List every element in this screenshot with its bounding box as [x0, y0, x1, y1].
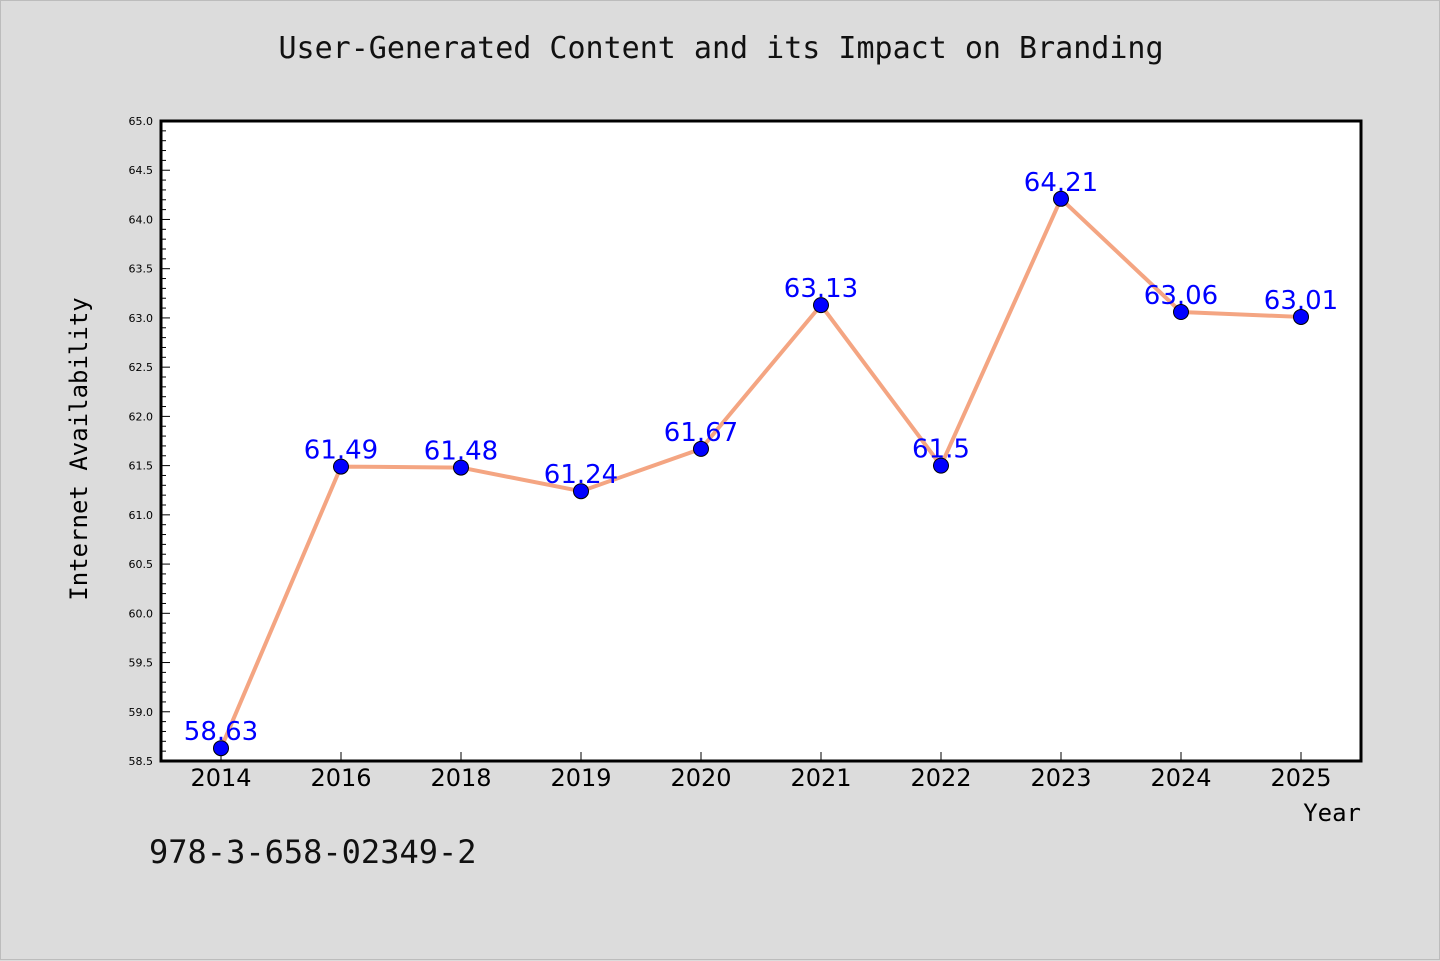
data-label: 61.67 [664, 418, 738, 448]
data-point [933, 457, 949, 474]
y-axis: 58.5 59.0 59.5 60.0 60.5 61.0 61.5 62.0 62.5 63.0… [129, 115, 170, 768]
y-tick-label: 59.5 [129, 657, 154, 670]
data-label: 61.5 [912, 435, 970, 465]
data-point [573, 483, 589, 500]
y-tick-label: 62.5 [129, 361, 154, 374]
x-tick-label: 2014 [190, 764, 251, 792]
y-tick-label: 61.5 [129, 460, 154, 473]
y-tick-label: 63.5 [129, 263, 154, 276]
data-label: 64.21 [1024, 168, 1098, 198]
x-tick-label: 2023 [1030, 764, 1091, 792]
data-labels: 58.63 61.49 61.48 61.24 61.67 63.13 61.5 64.21 6… [184, 168, 1338, 747]
y-axis-label: Internet Availability [65, 297, 93, 600]
data-label: 63.13 [784, 274, 858, 304]
isbn-text: 978-3-658-02349-2 [149, 833, 477, 871]
x-tick-label: 2024 [1150, 764, 1211, 792]
data-label: 61.49 [304, 436, 378, 466]
data-point [813, 297, 829, 314]
data-point [1173, 304, 1189, 321]
data-label: 63.06 [1144, 281, 1218, 311]
x-tick-label: 2016 [310, 764, 371, 792]
y-tick-label: 60.5 [129, 558, 154, 571]
x-tick-label: 2020 [670, 764, 731, 792]
data-label: 58.63 [184, 717, 258, 747]
x-axis: 2014 2016 2018 2019 2020 2021 2022 2023 2024 2025 [190, 752, 1332, 792]
y-tick-label: 63.0 [129, 312, 154, 325]
x-tick-label: 2019 [550, 764, 611, 792]
data-markers [213, 190, 1309, 757]
data-label: 63.01 [1264, 286, 1338, 316]
data-point [693, 440, 709, 457]
data-point [453, 459, 469, 476]
x-tick-label: 2025 [1270, 764, 1331, 792]
y-tick-label: 58.5 [129, 755, 154, 768]
data-point [213, 740, 229, 757]
plot-area [159, 119, 1363, 763]
chart-title: User-Generated Content and its Impact on… [278, 31, 1164, 66]
data-label: 61.24 [544, 460, 618, 490]
y-tick-label: 65.0 [129, 115, 154, 128]
y-tick-label: 59.0 [129, 706, 154, 719]
y-tick-label: 62.0 [129, 410, 154, 423]
data-point [333, 458, 349, 475]
y-tick-label: 64.5 [129, 164, 154, 177]
x-axis-label: Year [1303, 799, 1361, 827]
data-point [1053, 190, 1069, 207]
data-point [1293, 308, 1309, 325]
y-tick-label: 61.0 [129, 509, 154, 522]
series-line [219, 196, 1302, 749]
y-tick-label: 60.0 [129, 607, 154, 620]
y-tick-label: 64.0 [129, 213, 154, 226]
x-tick-label: 2022 [910, 764, 971, 792]
x-tick-label: 2018 [430, 764, 491, 792]
data-label: 61.48 [424, 437, 498, 467]
x-tick-label: 2021 [790, 764, 851, 792]
